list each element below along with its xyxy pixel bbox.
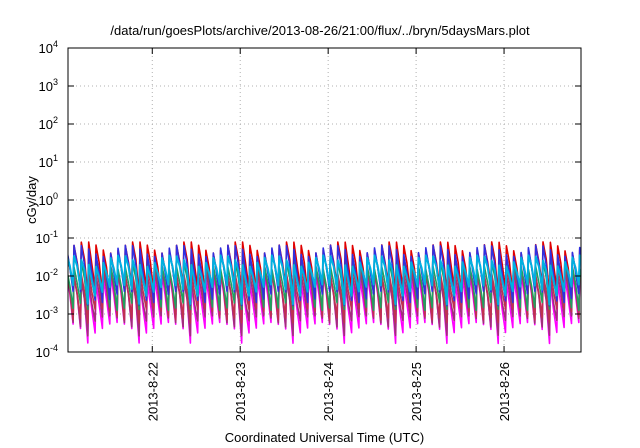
x-axis-label: Coordinated Universal Time (UTC) — [225, 430, 424, 445]
y-axis-label: cGy/day — [24, 176, 39, 224]
y-tick-label: 101 — [39, 153, 58, 170]
y-tick-label: 10-3 — [36, 305, 58, 322]
y-tick-label: 10-2 — [36, 267, 58, 284]
y-tick-label: 10-4 — [36, 343, 58, 360]
y-tick-label: 10-1 — [36, 229, 58, 246]
y-axis: 10-4 10-3 10-2 10-1 100 101 102 103 104 — [36, 39, 581, 360]
chart-title: /data/run/goesPlots/archive/2013-08-26/2… — [110, 23, 530, 38]
y-tick-label: 100 — [39, 191, 58, 208]
series-line — [68, 254, 581, 306]
x-tick-label: 2013-8-22 — [145, 362, 160, 421]
y-tick-label: 103 — [39, 77, 58, 94]
x-tick-label: 2013-8-26 — [497, 362, 512, 421]
plot-area — [68, 241, 581, 345]
y-tick-label: 104 — [39, 39, 58, 56]
y-tick-label: 102 — [39, 115, 58, 132]
x-tick-label: 2013-8-23 — [233, 362, 248, 421]
x-axis: 2013-8-22 2013-8-23 2013-8-24 2013-8-25 2013… — [145, 48, 512, 421]
grid — [68, 48, 581, 352]
x-tick-label: 2013-8-25 — [409, 362, 424, 421]
series-line — [68, 263, 581, 324]
x-tick-label: 2013-8-24 — [321, 362, 336, 421]
